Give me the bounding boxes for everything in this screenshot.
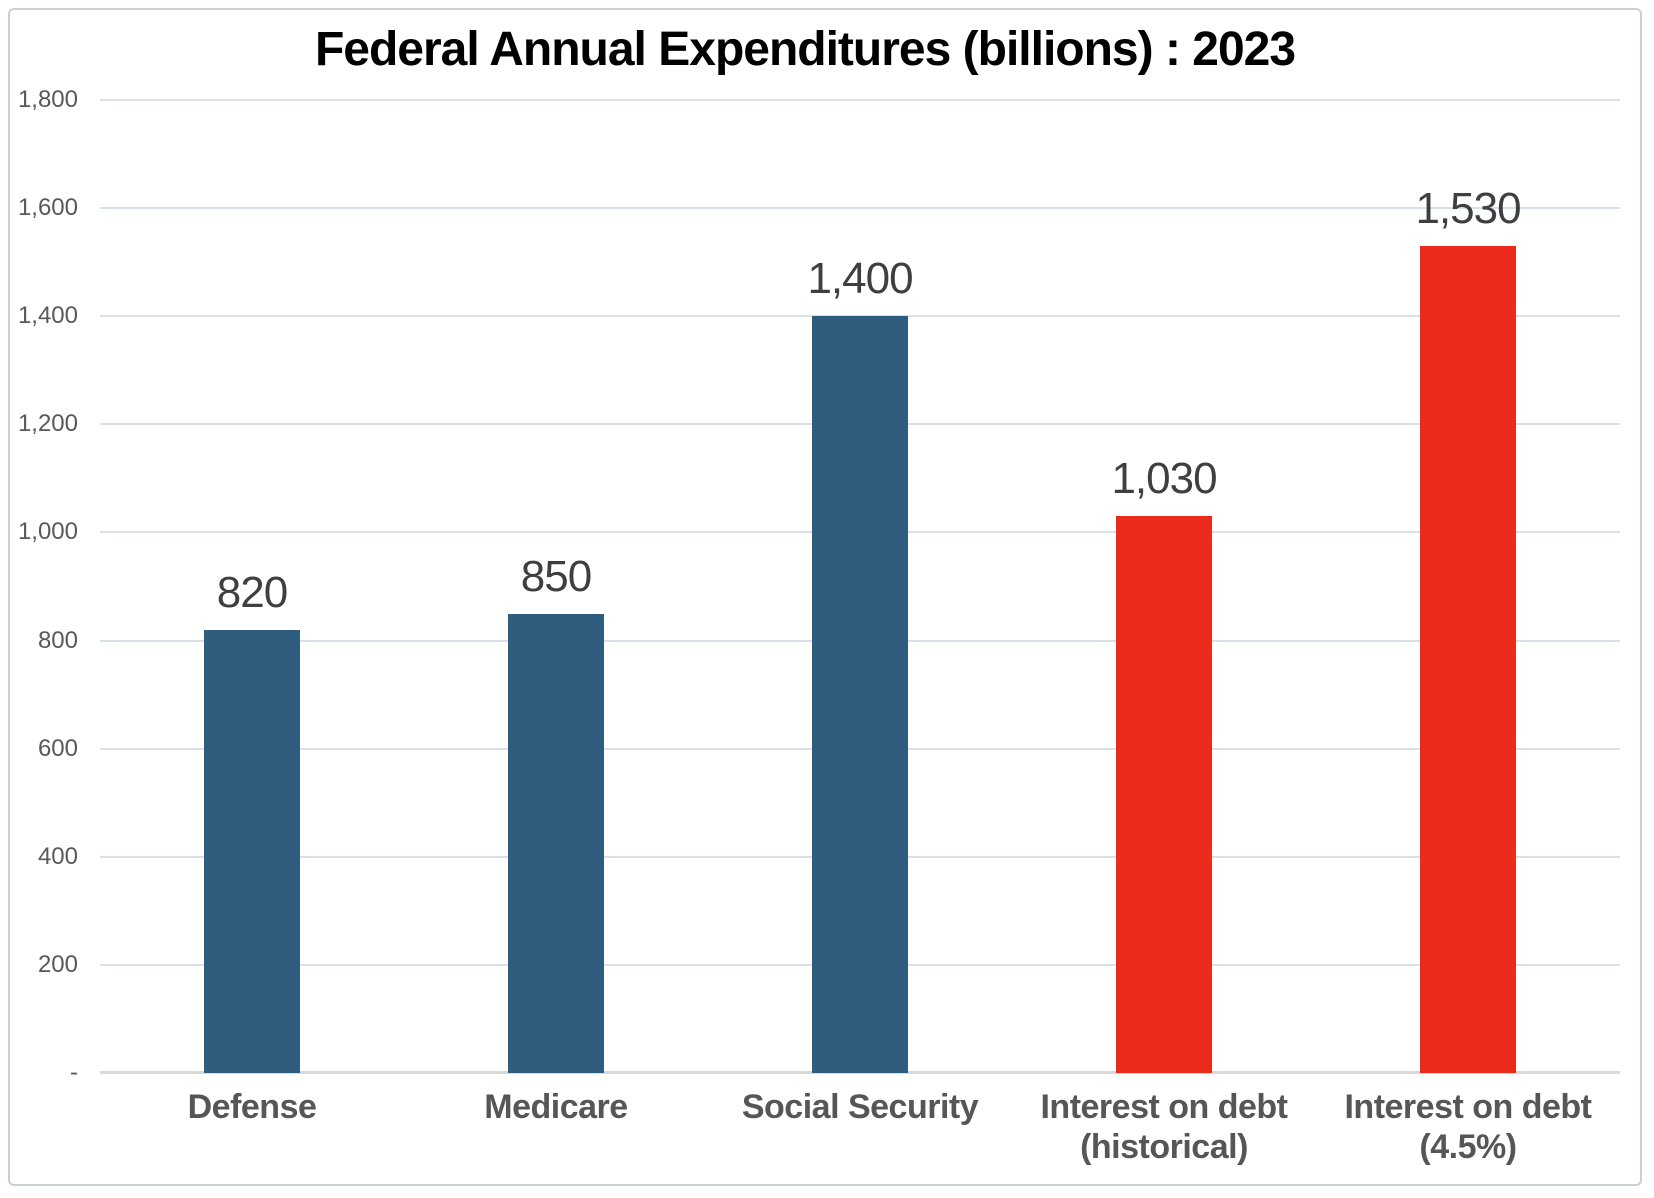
bar [812,316,908,1073]
y-tick-label: 1,600 [17,194,78,222]
y-tick-label: 1,400 [17,302,78,330]
chart-title: Federal Annual Expenditures (billions) :… [314,23,1296,76]
bar [1116,516,1212,1073]
category-label: Defense [187,1088,317,1126]
y-tick-label: 1,800 [17,86,78,113]
y-gridline [100,207,1620,210]
category-label: Medicare [484,1088,628,1126]
y-tick-label: 600 [37,734,78,762]
bar [508,613,604,1073]
bar-value-label: 1,400 [807,254,913,304]
bar-value-label: 1,030 [1111,454,1217,504]
y-tick-label: 1,200 [17,410,78,438]
category-label: Interest on debt (4.5%) [1344,1088,1592,1166]
bar [1420,245,1516,1073]
bar-value-label: 820 [216,567,288,617]
bar-value-label: 1,530 [1415,183,1521,233]
y-tick-label: 400 [37,842,78,870]
bar [204,629,300,1073]
bar-value-label: 850 [520,551,592,601]
y-tick-label: 1,000 [17,518,78,546]
y-tick-label: 200 [37,950,78,978]
y-tick-label: - [70,1059,78,1086]
category-label: Social Security [741,1088,979,1126]
y-gridline [100,99,1620,101]
category-label: Interest on debt (historical) [1040,1088,1288,1166]
y-tick-label: 800 [37,626,78,654]
